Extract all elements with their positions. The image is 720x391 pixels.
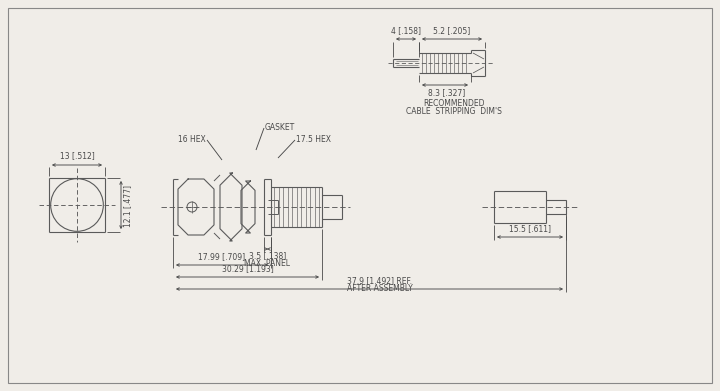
Text: 5.2 [.205]: 5.2 [.205] — [433, 26, 471, 35]
Text: 15.5 [.611]: 15.5 [.611] — [509, 224, 551, 233]
Text: MAX. PANEL: MAX. PANEL — [245, 259, 290, 268]
Text: 13 [.512]: 13 [.512] — [60, 151, 94, 160]
Text: CABLE  STRIPPING  DIM'S: CABLE STRIPPING DIM'S — [406, 107, 502, 116]
Text: 16 HEX: 16 HEX — [179, 136, 206, 145]
Text: 17.99 [.709]: 17.99 [.709] — [199, 252, 246, 261]
Text: 12.1 [.477]: 12.1 [.477] — [123, 185, 132, 227]
Text: RECOMMENDED: RECOMMENDED — [423, 99, 485, 108]
Text: 37.9 [1.492] REF.: 37.9 [1.492] REF. — [347, 276, 412, 285]
Text: AFTER ASSEMBLY: AFTER ASSEMBLY — [346, 284, 413, 293]
Text: 4 [.158]: 4 [.158] — [391, 26, 421, 35]
Text: GASKET: GASKET — [265, 124, 295, 133]
Text: 30.29 [1.193]: 30.29 [1.193] — [222, 264, 274, 273]
Text: 3.5 [.138]: 3.5 [.138] — [249, 251, 286, 260]
Text: 8.3 [.327]: 8.3 [.327] — [428, 88, 466, 97]
Text: 17.5 HEX: 17.5 HEX — [296, 136, 331, 145]
